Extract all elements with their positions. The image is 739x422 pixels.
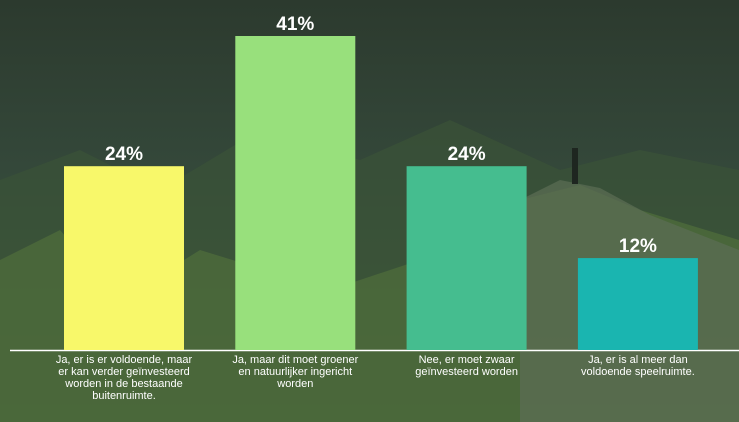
category-label: Ja, er is al meer dan voldoende speelrui…: [581, 354, 695, 378]
bar: [235, 36, 356, 350]
category-label: Ja, er is er voldoende, maar er kan verd…: [55, 354, 193, 402]
background-figure: [572, 148, 578, 184]
bar: [577, 258, 698, 350]
bar: [64, 166, 184, 350]
value-label: 24%: [448, 144, 486, 165]
value-label: 41%: [276, 14, 314, 35]
value-label: 12%: [619, 236, 657, 257]
bar: [406, 166, 527, 350]
category-label: Ja, maar dit moet groener en natuurlijke…: [232, 354, 359, 390]
value-label: 24%: [105, 144, 143, 165]
category-label: Nee, er moet zwaar geïnvesteerd worden: [415, 354, 518, 378]
